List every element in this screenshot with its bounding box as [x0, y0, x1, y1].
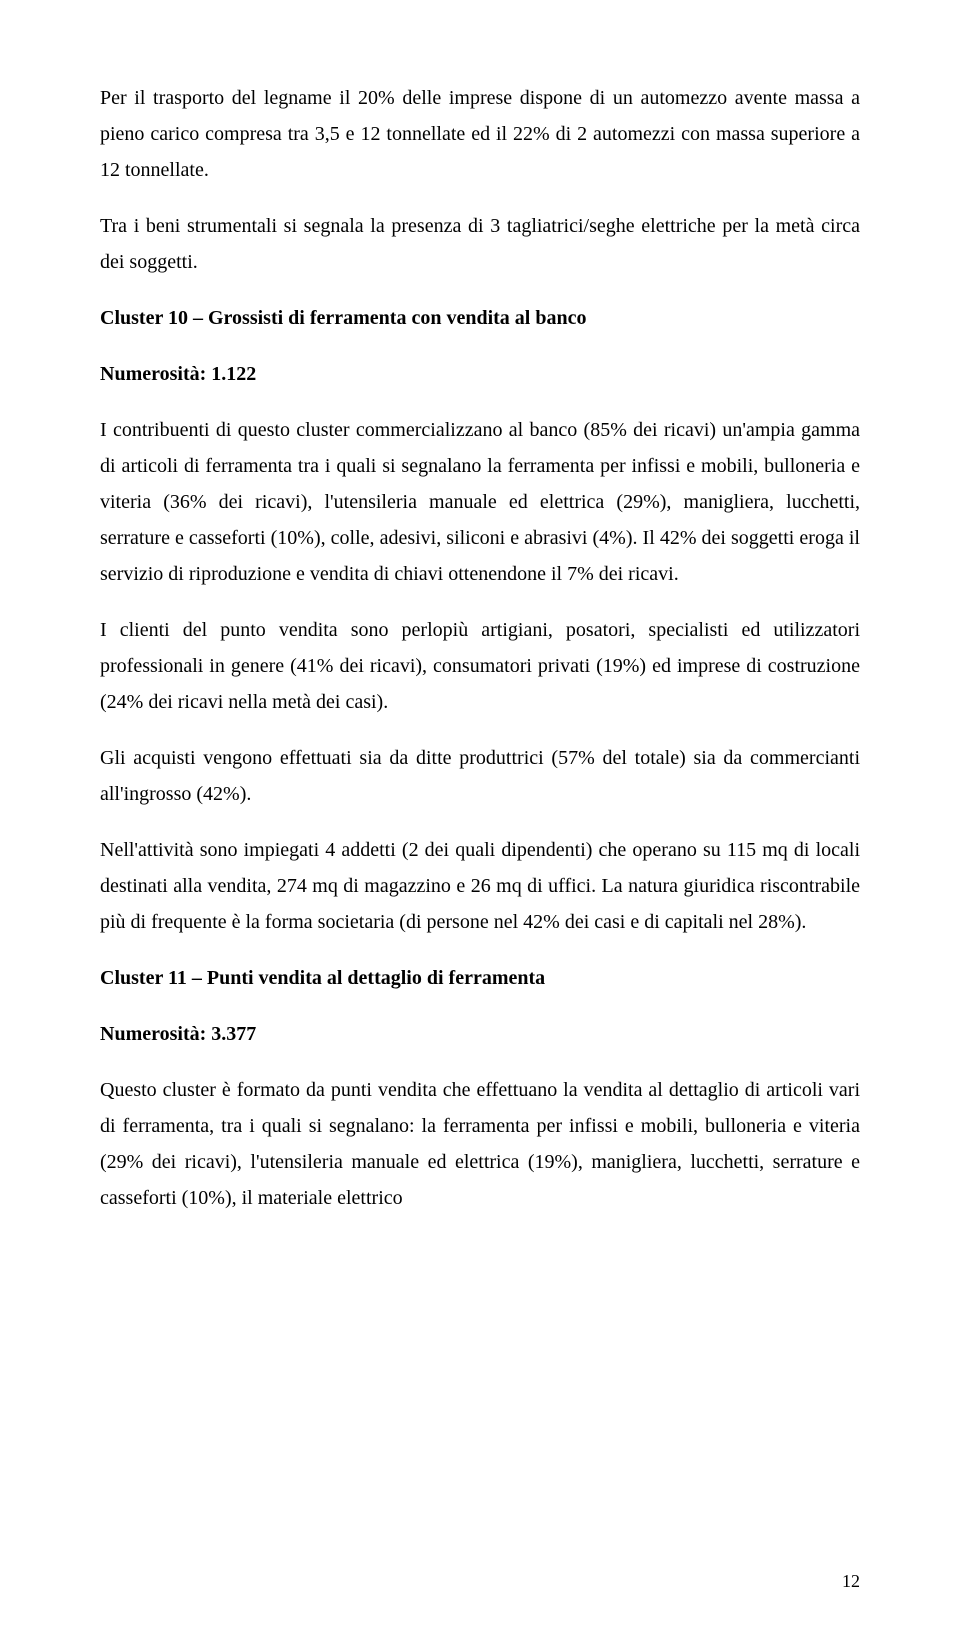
paragraph-2: Tra i beni strumentali si segnala la pre…	[100, 208, 860, 280]
paragraph-7: Gli acquisti vengono effettuati sia da d…	[100, 740, 860, 812]
numerosita-1122: Numerosità: 1.122	[100, 356, 860, 392]
paragraph-1: Per il trasporto del legname il 20% dell…	[100, 80, 860, 188]
paragraph-11: Questo cluster è formato da punti vendit…	[100, 1072, 860, 1216]
document-content: Per il trasporto del legname il 20% dell…	[100, 80, 860, 1216]
paragraph-8: Nell'attività sono impiegati 4 addetti (…	[100, 832, 860, 940]
paragraph-5: I contribuenti di questo cluster commerc…	[100, 412, 860, 592]
cluster-10-heading: Cluster 10 – Grossisti di ferramenta con…	[100, 300, 860, 336]
page-number: 12	[842, 1571, 860, 1592]
paragraph-6: I clienti del punto vendita sono perlopi…	[100, 612, 860, 720]
numerosita-3377: Numerosità: 3.377	[100, 1016, 860, 1052]
cluster-11-heading: Cluster 11 – Punti vendita al dettaglio …	[100, 960, 860, 996]
